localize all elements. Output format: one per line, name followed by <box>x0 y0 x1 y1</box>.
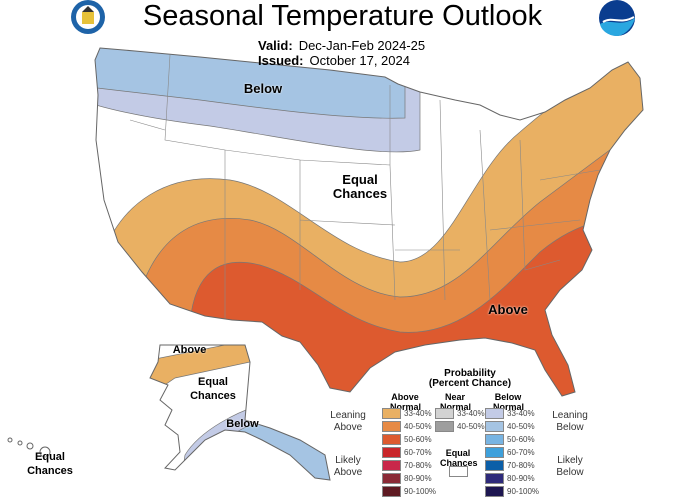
label-ak-below: Below <box>226 418 259 430</box>
ak-above-region <box>150 345 251 396</box>
legend-swatch-below-4 <box>485 460 504 471</box>
legend-range-below-0: 33-40% <box>507 409 535 418</box>
ak-below-40-50-region <box>219 422 330 480</box>
label-hi-equal: Equal Chances <box>27 451 73 477</box>
page-title: Seasonal Temperature Outlook <box>142 0 543 32</box>
label-below: Below <box>243 81 283 96</box>
legend-range-above-2: 50-60% <box>404 435 432 444</box>
legend-swatch-below-2 <box>485 434 504 445</box>
legend-range-near-1: 40-50% <box>457 422 485 431</box>
legend-swatch-above-1 <box>382 421 401 432</box>
legend-range-above-0: 33-40% <box>404 409 432 418</box>
legend-leaning-below: Leaning Below <box>552 410 588 433</box>
legend-likely-below: Likely Below <box>556 455 584 478</box>
legend-col-above: Above Normal <box>390 392 422 412</box>
legend-swatch-below-6 <box>485 486 504 497</box>
legend-range-below-1: 40-50% <box>507 422 535 431</box>
label-ak-above: Above <box>172 344 207 356</box>
issued-label: Issued: <box>258 53 304 68</box>
legend-swatch-below-1 <box>485 421 504 432</box>
legend-range-below-3: 60-70% <box>507 448 535 457</box>
issued-value: October 17, 2024 <box>309 53 410 68</box>
noaa-logo-icon <box>599 0 635 36</box>
legend-swatch-below-3 <box>485 447 504 458</box>
legend-swatch-near-0 <box>435 408 454 419</box>
legend-title: Probability <box>444 368 496 379</box>
valid-value: Dec-Jan-Feb 2024-25 <box>298 38 426 53</box>
legend-equal-label: Equal Chances <box>440 448 478 468</box>
valid-label: Valid: <box>258 38 293 53</box>
legend-range-near-0: 33-40% <box>457 409 485 418</box>
legend-range-above-6: 90-100% <box>404 487 437 496</box>
label-equal-chances: Equal Chances <box>332 172 388 201</box>
legend-col-below: Below Normal <box>493 392 525 412</box>
legend-range-above-4: 70-80% <box>404 461 432 470</box>
legend-col-near: Near Normal <box>440 392 472 412</box>
legend-swatch-above-3 <box>382 447 401 458</box>
legend-likely-above: Likely Above <box>333 455 363 478</box>
legend-swatch-below-0 <box>485 408 504 419</box>
legend-swatch-above-0 <box>382 408 401 419</box>
hawaii-map <box>7 437 51 458</box>
doc-seal-icon <box>71 0 105 34</box>
legend-range-below-2: 50-60% <box>507 435 535 444</box>
issued-line: Issued: October 17, 2024 <box>258 53 410 68</box>
legend-subtitle: (Percent Chance) <box>428 378 512 389</box>
label-ak-equal: Equal Chances <box>190 376 236 402</box>
legend-range-below-6: 90-100% <box>507 487 540 496</box>
legend-range-above-1: 40-50% <box>404 422 432 431</box>
state-borders <box>129 54 601 320</box>
legend-leaning-above: Leaning Above <box>330 410 366 433</box>
legend-swatch-near-1 <box>435 421 454 432</box>
valid-line: Valid: Dec-Jan-Feb 2024-25 <box>258 38 425 53</box>
legend-swatch-above-2 <box>382 434 401 445</box>
legend-range-above-3: 60-70% <box>404 448 432 457</box>
legend-swatch-above-5 <box>382 473 401 484</box>
legend-range-above-5: 80-90% <box>404 474 432 483</box>
legend-equal-swatch <box>449 466 468 477</box>
legend-range-below-4: 70-80% <box>507 461 535 470</box>
legend-swatch-below-5 <box>485 473 504 484</box>
legend-swatch-above-6 <box>382 486 401 497</box>
label-above: Above <box>488 302 528 317</box>
legend-range-below-5: 80-90% <box>507 474 535 483</box>
legend-swatch-above-4 <box>382 460 401 471</box>
